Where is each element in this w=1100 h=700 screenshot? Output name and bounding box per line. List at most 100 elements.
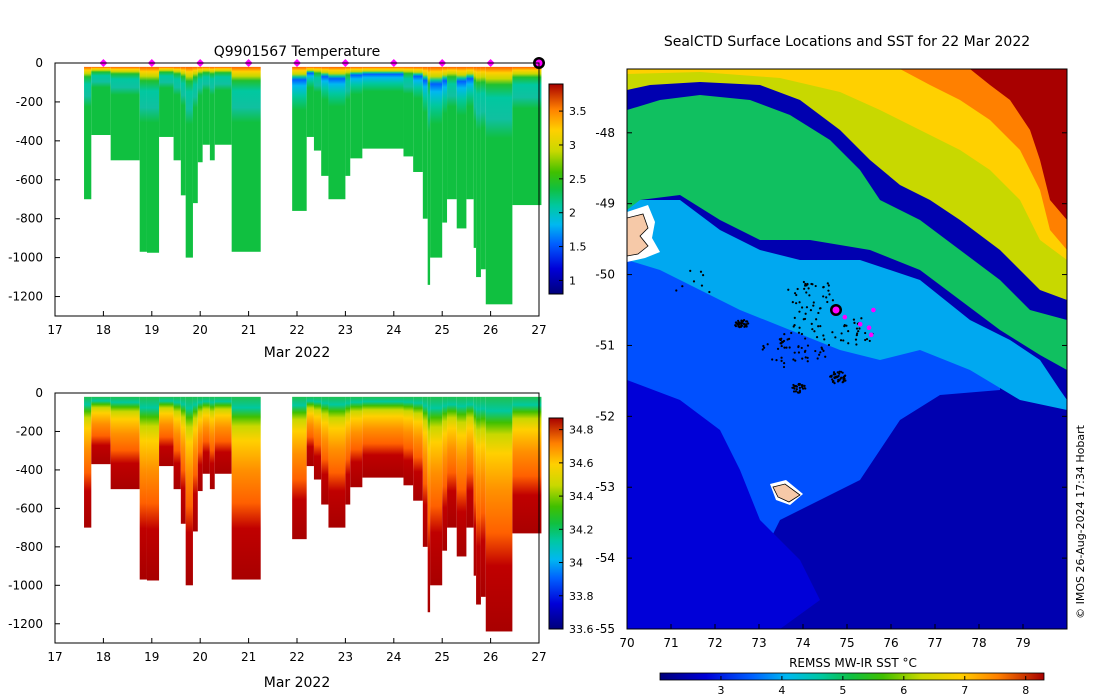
track-dot	[864, 338, 867, 342]
track-dot	[832, 371, 836, 374]
profile-column	[456, 396, 467, 557]
track-dot	[743, 325, 746, 328]
profile-column	[430, 66, 443, 258]
track-dot	[802, 318, 805, 321]
track-dot	[793, 351, 796, 354]
track-dot	[804, 312, 807, 315]
track-dot	[822, 286, 825, 289]
track-dot	[825, 296, 828, 299]
track-dot	[792, 383, 795, 387]
track-dot	[824, 355, 827, 358]
surface-position	[842, 314, 848, 320]
profile-column	[362, 66, 404, 149]
profile-column	[231, 396, 261, 580]
track-dot	[802, 280, 805, 284]
profile-column	[476, 396, 481, 605]
track-dot	[797, 345, 800, 348]
lon-tick-label: 73	[751, 636, 766, 650]
track-dot	[795, 293, 798, 297]
x-tick-label: 18	[96, 650, 111, 664]
surface-position	[866, 325, 872, 331]
track-dot	[708, 290, 711, 294]
track-dot	[775, 359, 778, 362]
salinity-x-ticks: 17 18 19 20 21 22 23 24 25 26 27	[47, 638, 547, 664]
profile-column	[110, 396, 140, 490]
track-dot	[806, 344, 810, 347]
track-dot	[813, 330, 816, 333]
lon-tick-label: 79	[1015, 636, 1030, 650]
profile-column	[328, 396, 346, 528]
track-dot	[858, 327, 861, 330]
profile-column	[476, 66, 481, 278]
sst-zone-hot	[627, 69, 1067, 260]
track-dot	[834, 336, 837, 339]
track-dot	[841, 371, 844, 374]
temperature-profiles	[84, 66, 542, 305]
map-lat-ticks: -48 -49 -50 -51 -52 -53 -54 -55	[595, 126, 1067, 636]
profile-column	[139, 66, 147, 252]
profile-column	[139, 396, 147, 580]
profile-column	[209, 396, 215, 490]
track-dot	[860, 317, 863, 320]
track-dot	[791, 301, 794, 304]
profile-column	[84, 66, 92, 200]
profile-column	[362, 396, 404, 478]
track-dot	[852, 318, 856, 321]
track-dot	[827, 343, 831, 347]
sst-cold-tongue	[627, 380, 820, 629]
track-dot	[744, 323, 747, 326]
track-dot	[797, 382, 800, 386]
profile-column	[413, 66, 423, 172]
colorbar-tick-label: 1	[569, 274, 576, 287]
track-dot	[738, 323, 741, 326]
track-dot	[783, 362, 786, 365]
track-dot	[808, 294, 811, 297]
salinity-colorbar	[548, 417, 564, 630]
profile-column	[427, 66, 431, 285]
profile-column	[209, 66, 215, 161]
profile-column	[430, 396, 443, 586]
track-dot	[855, 327, 859, 330]
profile-column	[512, 396, 542, 534]
x-tick-label: 19	[144, 323, 159, 337]
track-dot	[845, 324, 848, 327]
profile-column	[231, 66, 261, 252]
sst-tick-label: 7	[961, 684, 968, 697]
track-dot	[842, 339, 845, 342]
profile-column	[180, 66, 186, 196]
x-tick-label: 25	[435, 650, 450, 664]
lat-tick-label: -48	[595, 126, 615, 140]
track-dot	[826, 300, 829, 304]
track-dot	[819, 325, 822, 328]
profile-column	[110, 66, 140, 161]
lon-tick-label: 76	[883, 636, 898, 650]
y-tick-label: 0	[35, 386, 43, 400]
profile-column	[480, 396, 486, 597]
track-dot	[827, 284, 830, 287]
track-dot	[794, 359, 797, 362]
track-dot	[831, 378, 834, 381]
y-tick-label: -600	[16, 501, 43, 515]
colorbar-tick-label: 34	[569, 557, 583, 570]
lon-tick-label: 70	[619, 636, 634, 650]
temperature-title: Q9901567 Temperature	[214, 44, 381, 60]
track-dot	[815, 318, 818, 321]
current-position-core	[832, 306, 840, 314]
track-dot	[780, 344, 783, 348]
lat-tick-label: -52	[595, 409, 615, 423]
track-dot	[823, 338, 826, 341]
track-dot	[681, 285, 684, 288]
track-dot	[837, 374, 840, 378]
profile-column	[84, 396, 92, 528]
track-dot	[689, 269, 692, 272]
track-dot	[798, 326, 801, 329]
track-dot	[815, 335, 819, 339]
track-dot	[838, 372, 841, 375]
temperature-colorbar-ticks: 1 1.5 2 2.5 3 3.5	[559, 105, 587, 287]
profile-column	[192, 396, 198, 532]
sst-tick-label: 6	[900, 684, 907, 697]
temperature-xlabel: Mar 2022	[264, 345, 331, 361]
profile-column	[345, 66, 351, 176]
profile-column	[447, 396, 457, 528]
colorbar-tick-label: 33.8	[569, 590, 594, 603]
